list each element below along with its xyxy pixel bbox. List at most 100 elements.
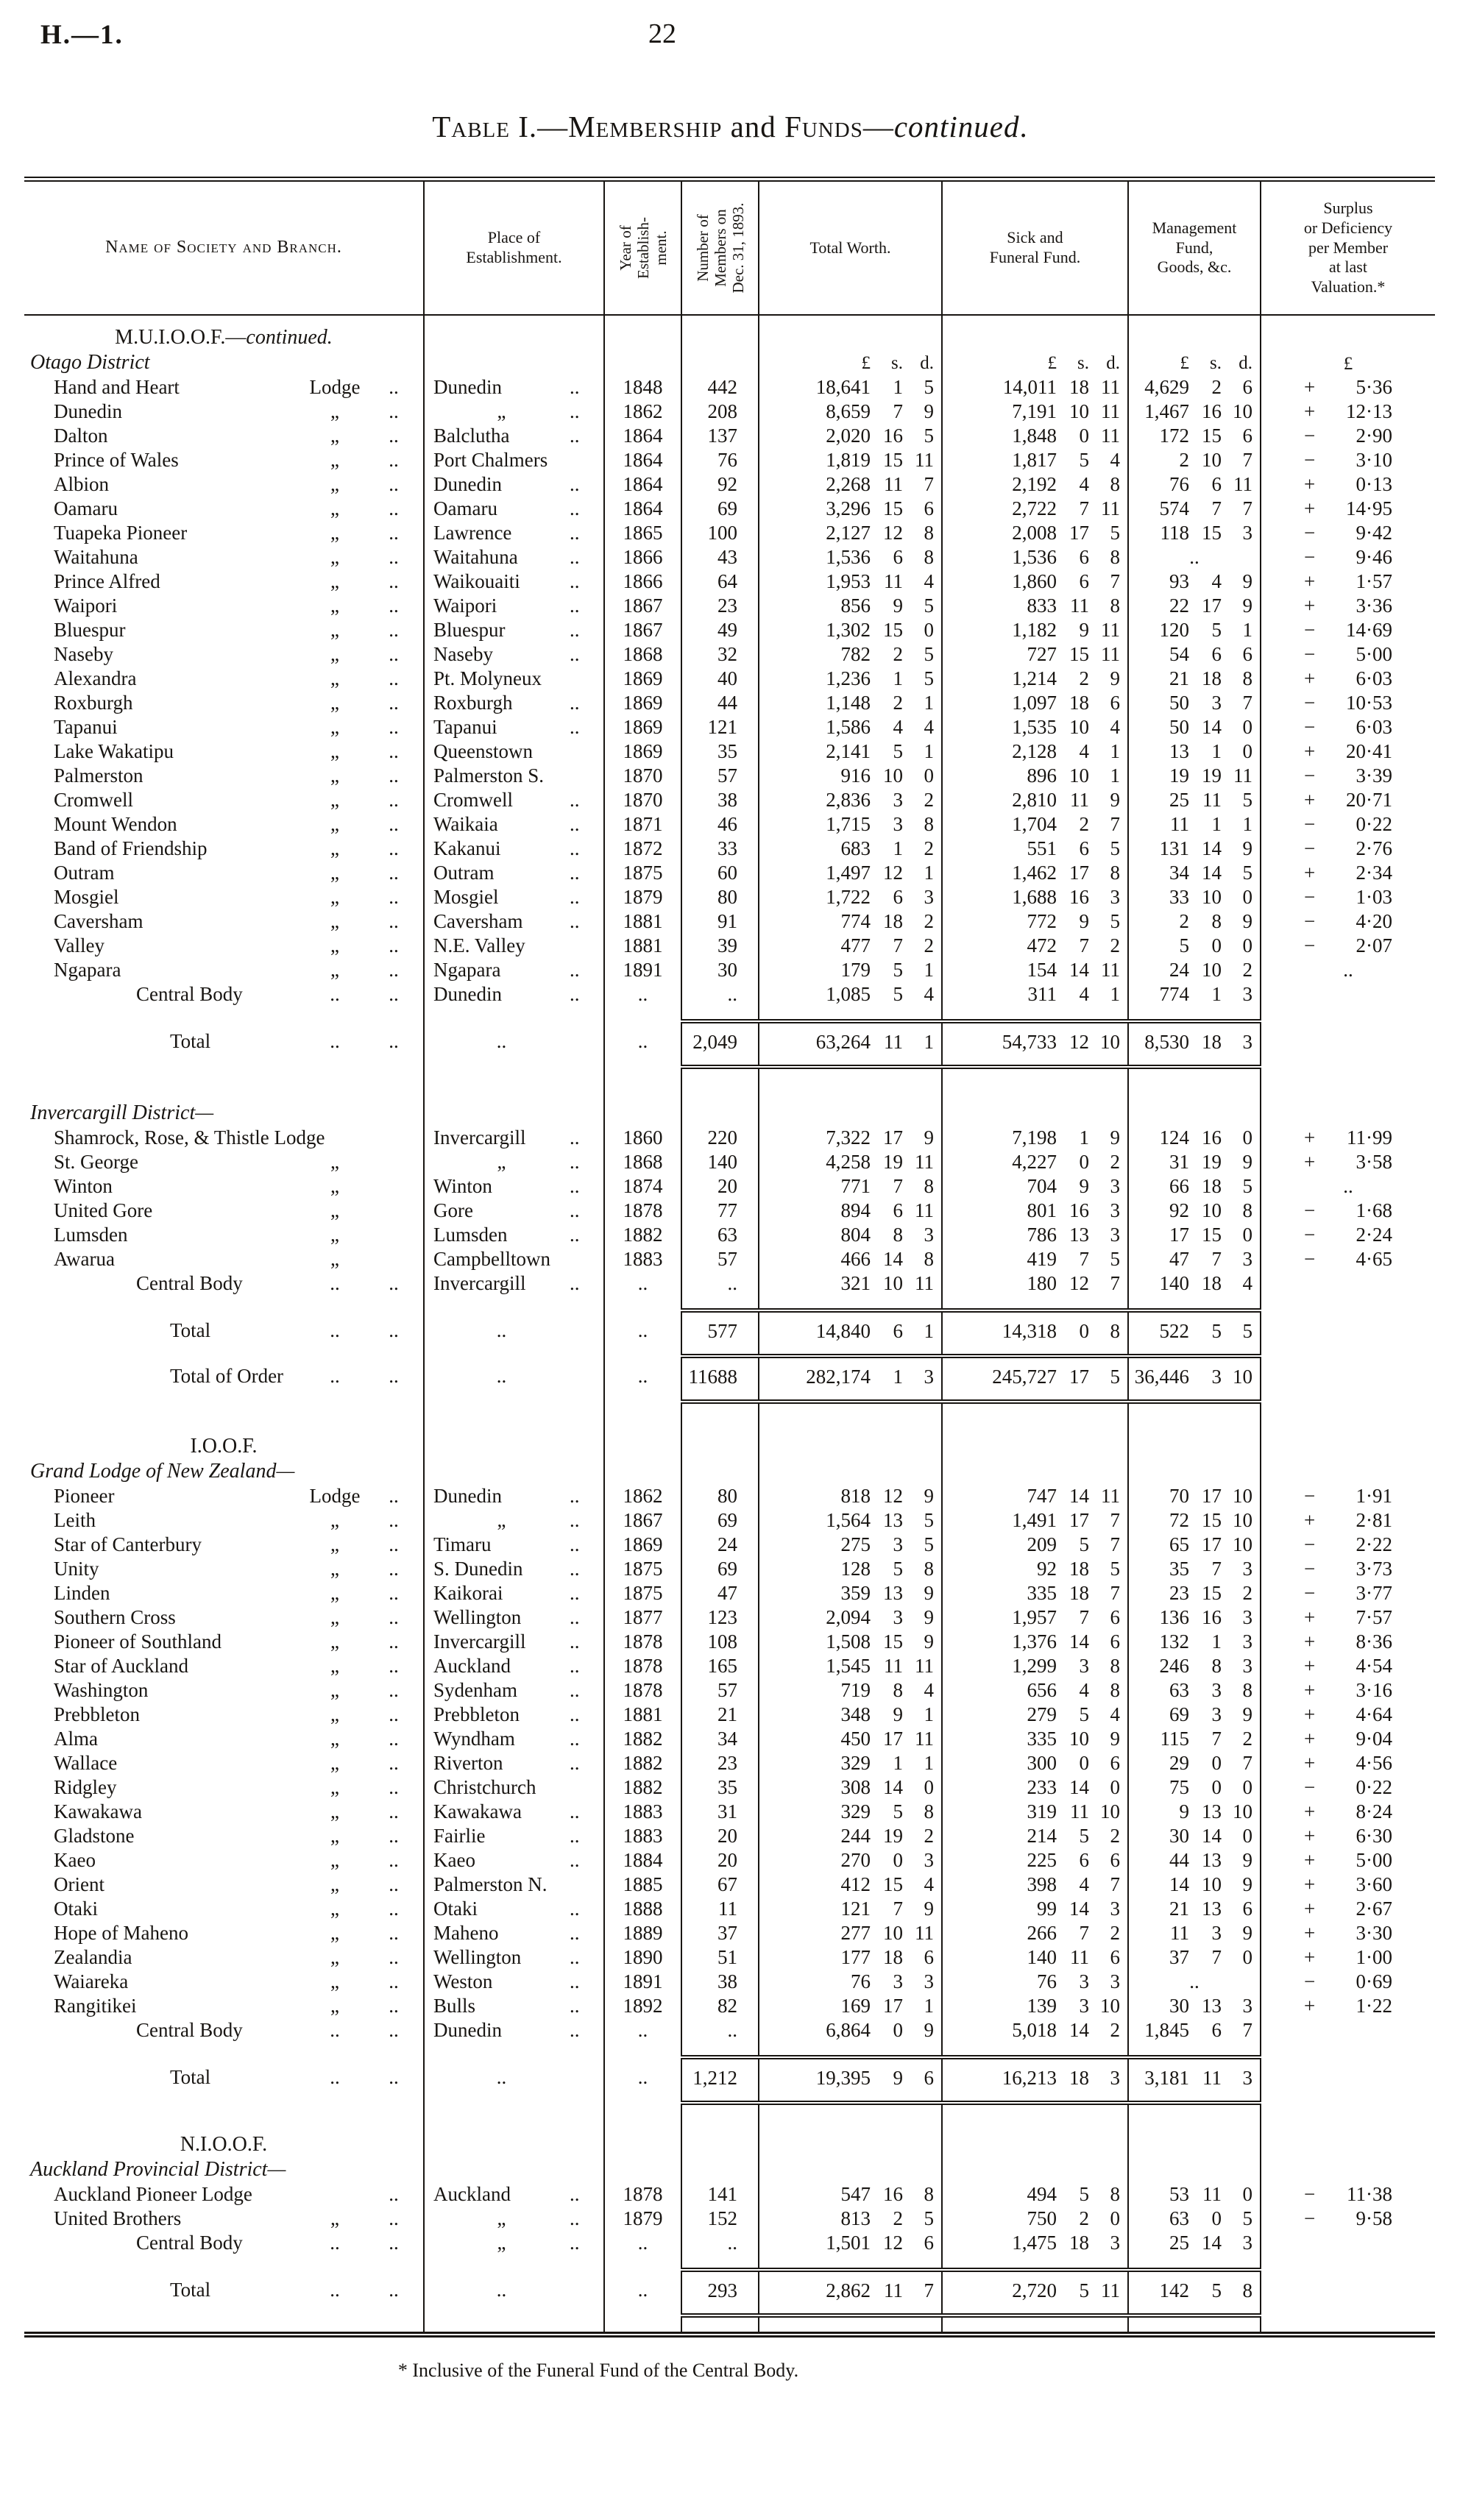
pounds-value: 2 <box>1179 449 1190 471</box>
management-fund-cell: 115 7 2 <box>1128 1727 1261 1751</box>
surplus-sign: + <box>1304 1679 1316 1701</box>
management-fund-cell: 4,629 2 6 <box>1128 375 1261 400</box>
place-cell: Dunedin.. <box>424 1484 605 1508</box>
empty-cell <box>1128 1434 1261 1459</box>
shillings-value: 12 <box>883 522 903 544</box>
spacer-cell <box>1128 2103 1261 2132</box>
pence-value: 7 <box>1242 1752 1253 1774</box>
leader-dots: .. <box>570 1272 580 1294</box>
pounds-value: 30 <box>1169 1995 1189 2017</box>
year-cell: 1890 <box>604 1945 682 1970</box>
total-label: Total of Order <box>170 1364 284 1387</box>
table-row: Valley „.. N.E. Valley 1881 39 477 7 2 472 7 2 5 0 0−… <box>24 934 1435 958</box>
spacer-cell <box>1261 1007 1435 1015</box>
total-label: Total <box>170 2278 211 2301</box>
spacer-cell <box>681 1402 759 1434</box>
surplus-value: 20·41 <box>1346 740 1392 762</box>
year-cell: 1877 <box>604 1605 682 1630</box>
society-name: Southern Cross <box>54 1606 176 1628</box>
table-row: United Gore „ Gore.. 1878 77 894 6 11 801 16 3 92 10… <box>24 1199 1435 1223</box>
pence-value: 2 <box>1110 1825 1121 1847</box>
table-row: Ngapara „.. Ngapara.. 1891 30 179 5 1 154 14 11 24 1… <box>24 958 1435 982</box>
shillings-value: 6 <box>893 1320 904 1342</box>
name-cell: Total.... <box>24 1021 425 1061</box>
rule-segment <box>759 1396 943 1404</box>
total-worth-cell: 329 1 1 <box>759 1751 943 1775</box>
spacer-cell <box>1128 2042 1261 2051</box>
place-cell: Gore.. <box>424 1199 605 1223</box>
table-row: Prince Alfred „.. Waikouaiti.. 1866 64 1,953 1… <box>24 569 1435 594</box>
sick-fund-cell: 494 5 8 <box>942 2182 1129 2207</box>
name-suffix: „ <box>330 1655 339 1677</box>
shillings-value: 15 <box>883 1873 903 1895</box>
spacer-cell <box>759 1007 943 1015</box>
pence-value: 9 <box>924 1606 935 1628</box>
members-cell: .. <box>681 2018 759 2042</box>
leader-dots: .. <box>389 1776 399 1798</box>
pounds-value: 308 <box>840 1776 871 1798</box>
shillings-value: 5 <box>1211 1320 1222 1342</box>
name-cell: Bluespur „.. <box>24 618 425 642</box>
surplus-sign: − <box>1304 692 1316 714</box>
section-heading-row: I.O.O.F. <box>24 1434 1435 1459</box>
management-fund-cell: 53 11 0 <box>1128 2182 1261 2207</box>
pence-value: 8 <box>1110 546 1121 568</box>
place-cell: Kakanui.. <box>424 837 605 861</box>
society-name: Prince Alfred <box>54 570 160 592</box>
total-rule-row <box>24 1305 1435 1313</box>
shillings-value: 18 <box>1069 2067 1089 2089</box>
surplus-sign: + <box>1304 376 1316 398</box>
pence-value: 6 <box>924 2067 935 2089</box>
pence-value: 5 <box>1110 910 1121 932</box>
shillings-value: 12 <box>883 2232 903 2254</box>
spacer-cell <box>1128 1007 1261 1015</box>
pence-value: 11 <box>915 1151 934 1173</box>
management-fund-cell: 25 11 5 <box>1128 788 1261 812</box>
spacer-cell <box>1261 2255 1435 2264</box>
surplus-cell: −2·76 <box>1261 837 1435 861</box>
district-heading-cell: Auckland Provincial District— <box>24 2157 425 2182</box>
name-cell: Wallace „.. <box>24 1751 425 1775</box>
society-name: Gladstone <box>54 1825 135 1847</box>
table-row: Kaeo „.. Kaeo.. 1884 20 270 0 3 225 6 6 44 13 9 +5·00 <box>24 1848 1435 1873</box>
members-cell: 2,049 <box>681 1021 759 1061</box>
table-row: Awarua „ Campbelltown 1883 57 466 14 8 419 7 5 47 7 3… <box>24 1247 1435 1271</box>
name-suffix: „ <box>330 1995 339 2017</box>
society-name: Wallace <box>54 1752 118 1774</box>
shillings-value: 14 <box>1069 1485 1089 1507</box>
pounds-value: 1,860 <box>1012 570 1057 592</box>
members-cell: 20 <box>681 1824 759 1848</box>
rule-segment <box>681 1015 759 1023</box>
pounds-value: 1,704 <box>1012 813 1057 835</box>
sick-fund-cell: 1,817 5 4 <box>942 448 1129 472</box>
table-row: Star of Canterbury „.. Timaru.. 1869 24 275 3 5… <box>24 1533 1435 1557</box>
spacer-cell <box>604 2042 682 2051</box>
management-fund-cell: 21 13 6 <box>1128 1897 1261 1921</box>
name-suffix: .. <box>330 1272 340 1294</box>
leader-dots: .. <box>570 497 580 519</box>
shillings-value: 18 <box>883 1946 903 1968</box>
spacer-row <box>24 2315 1435 2327</box>
pounds-value: 8,659 <box>826 400 871 422</box>
name-suffix: „ <box>330 1946 339 1968</box>
name-cell: Total of Order.... <box>24 1356 425 1396</box>
shillings-value: 2 <box>893 2207 904 2229</box>
total-worth-cell: 774 18 2 <box>759 909 943 934</box>
shillings-value: 17 <box>1202 1485 1222 1507</box>
rule-segment <box>759 2051 943 2059</box>
pounds-value: 472 <box>1027 934 1057 956</box>
currency-header-sick: £ s. d. <box>942 350 1129 375</box>
year-cell: 1867 <box>604 1508 682 1533</box>
name-suffix: „ <box>330 1558 339 1580</box>
surplus-cell: +2·67 <box>1261 1897 1435 1921</box>
leader-dots: .. <box>389 619 399 641</box>
leader-dots: .. <box>570 1703 580 1725</box>
pounds-value: 5 <box>1179 934 1190 956</box>
table-row: United Brothers „.. „.. 1879 152 813 2 5 750 2 0 63… <box>24 2207 1435 2231</box>
place-name: Lawrence <box>433 522 512 544</box>
shillings-value: 5 <box>1079 2183 1090 2205</box>
name-cell: Oamaru „.. <box>24 497 425 521</box>
spacer-cell <box>424 1007 605 1015</box>
empty-cell <box>424 325 605 350</box>
society-name: Auckland Pioneer Lodge <box>54 2183 252 2205</box>
